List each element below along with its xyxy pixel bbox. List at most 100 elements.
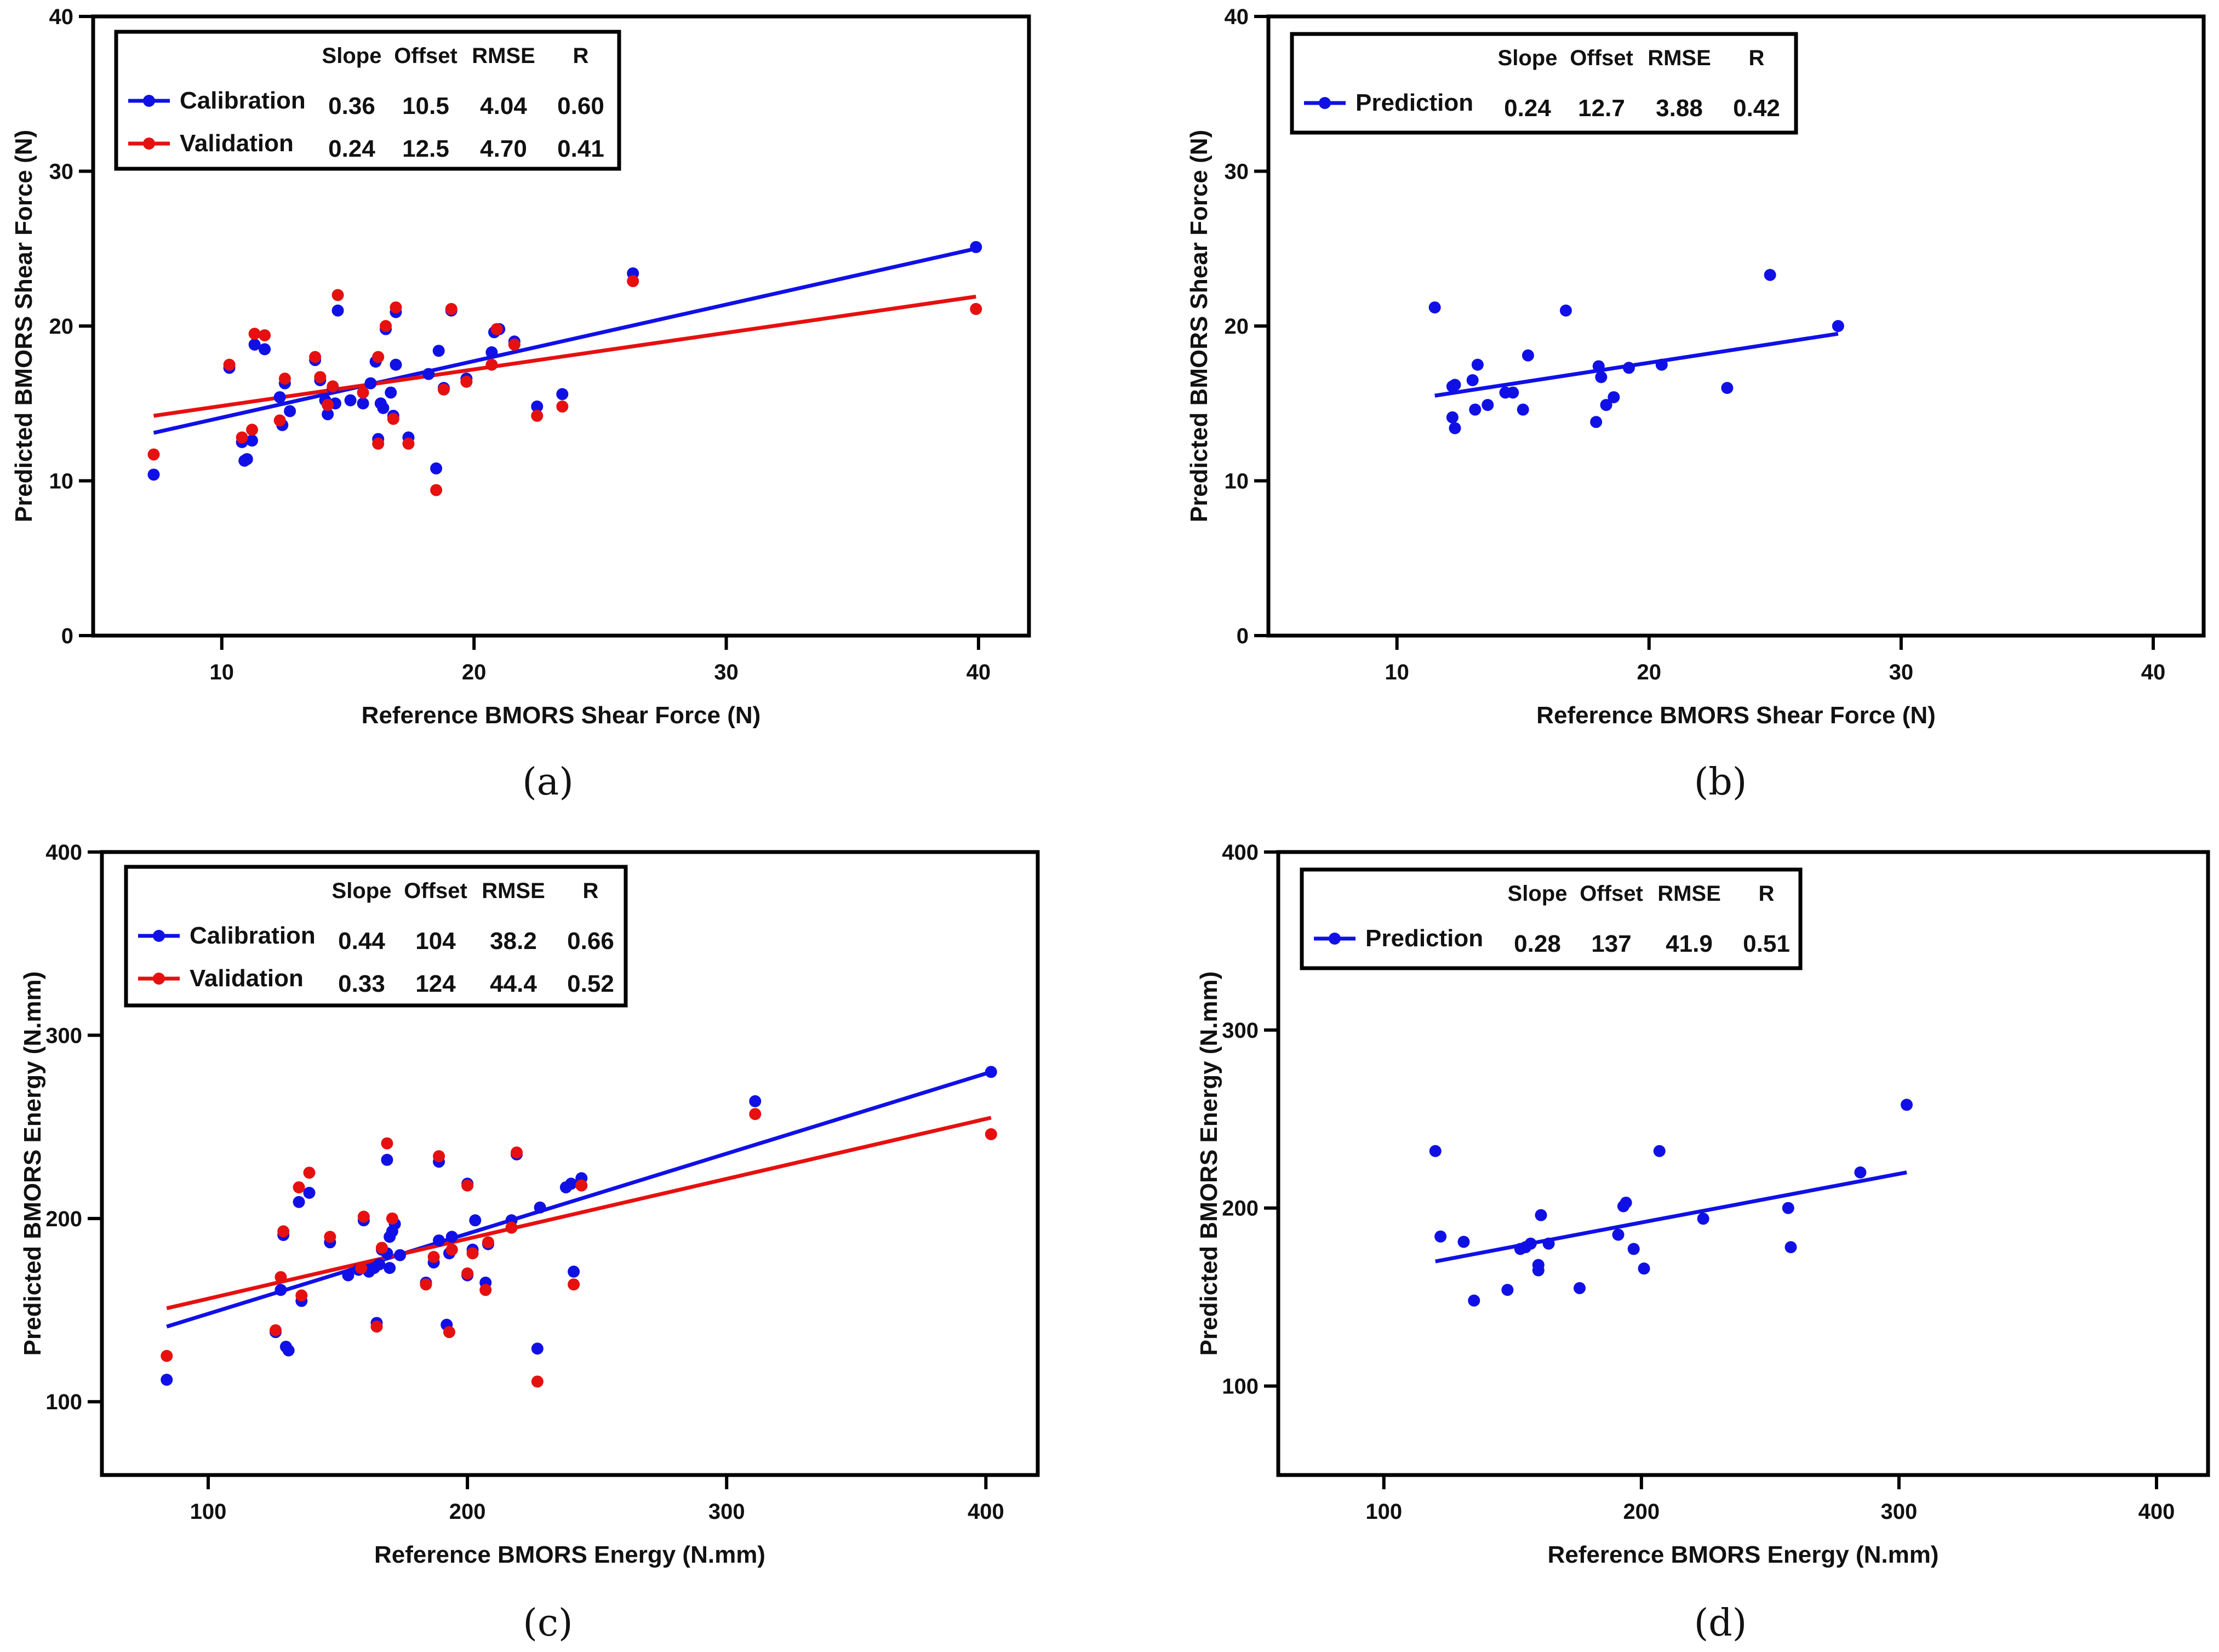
data-point-prediction (1697, 1213, 1709, 1225)
legend-header: Slope (1498, 46, 1558, 70)
legend-header: RMSE (1657, 882, 1721, 906)
data-point-calibration (531, 400, 544, 413)
chart-c: 100 200 300 400 100 200 300 400 Reference BMORS … (19, 841, 1040, 1645)
legend-stat-value: 0.41 (557, 135, 604, 162)
legend-stat-value: 124 (415, 970, 456, 997)
legend-stat-value: 38.2 (490, 928, 537, 954)
legend-marker (143, 95, 155, 107)
y-axis-title: Predicted BMORS Energy (N.mm) (19, 971, 46, 1356)
legend-stat-value: 0.42 (1733, 95, 1780, 122)
legend-header: Slope (1508, 882, 1568, 906)
data-point-calibration (342, 1269, 354, 1282)
legend-marker (1329, 933, 1341, 945)
data-point-calibration (344, 394, 357, 407)
data-point-prediction (1764, 268, 1776, 281)
data-point-prediction (1592, 360, 1605, 373)
data-point-validation (355, 1262, 368, 1274)
data-point-calibration (381, 1153, 393, 1166)
data-point-prediction (1608, 391, 1620, 403)
data-point-prediction (1901, 1099, 1913, 1111)
legend-header: RMSE (472, 44, 535, 68)
data-point-validation (327, 380, 339, 393)
data-point-calibration (556, 388, 569, 401)
data-point-validation (322, 399, 334, 411)
legend-stat-value: 10.5 (402, 93, 449, 119)
data-point-validation (293, 1181, 305, 1193)
y-tick-label: 300 (1222, 1019, 1259, 1043)
y-tick-label: 100 (1222, 1375, 1259, 1399)
series-calibration (166, 1070, 992, 1329)
x-tick-label: 10 (1385, 660, 1409, 684)
data-point-prediction (1524, 1237, 1537, 1250)
data-point-validation (460, 375, 473, 388)
data-point-calibration (322, 408, 334, 421)
data-point-prediction (1559, 304, 1572, 317)
data-point-prediction (1428, 301, 1441, 314)
data-point-prediction (1590, 416, 1603, 428)
legend-marker (143, 138, 155, 150)
legend-header: RMSE (482, 879, 545, 903)
fit-line-calibration (166, 1070, 992, 1329)
legend-stat-value: 12.7 (1578, 95, 1625, 122)
data-point-validation (246, 424, 259, 436)
legend-header: RMSE (1648, 46, 1711, 70)
legend-series-name: Validation (190, 965, 304, 992)
data-point-prediction (1655, 358, 1668, 371)
data-point-prediction (1449, 422, 1461, 435)
panel-label: (b) (1694, 761, 1747, 804)
data-point-prediction (1573, 1282, 1586, 1294)
legend-header: R (1759, 882, 1775, 906)
legend-box (114, 30, 621, 171)
legend: Slope Offset RMSE R Calibration 0.36 10.5 4.04 0… (114, 30, 621, 171)
series-prediction (1435, 1170, 1907, 1264)
data-point-validation (445, 1243, 458, 1256)
x-tick-label: 10 (210, 660, 235, 684)
data-point-prediction (1600, 399, 1612, 411)
y-axis-title: Predicted BMORS Shear Force (N) (10, 130, 37, 522)
data-point-calibration (241, 453, 253, 465)
data-point-validation (295, 1289, 308, 1302)
data-point-prediction (1785, 1241, 1797, 1254)
series-validation (166, 1116, 992, 1311)
data-point-prediction (1832, 320, 1844, 332)
data-point-validation (269, 1324, 282, 1336)
plot-frame (100, 850, 1040, 1477)
data-point-validation (531, 409, 544, 422)
data-point-validation (357, 1210, 370, 1223)
data-point-validation (461, 1267, 474, 1280)
legend-box (1290, 32, 1798, 135)
data-point-validation (627, 275, 639, 288)
y-tick-label: 400 (1222, 841, 1259, 865)
data-point-prediction (1721, 382, 1734, 394)
data-point-calibration (432, 345, 445, 357)
data-point-validation (749, 1108, 762, 1121)
data-point-validation (443, 1326, 455, 1339)
data-point-prediction (1446, 411, 1459, 424)
legend-header: Offset (1570, 46, 1633, 70)
data-point-prediction (1522, 349, 1534, 362)
data-point-calibration (284, 405, 296, 418)
data-point-validation (259, 329, 271, 341)
y-tick-label: 200 (45, 1207, 82, 1231)
legend-stat-value: 0.51 (1743, 930, 1790, 957)
legend-stat-value: 0.24 (328, 135, 375, 162)
data-point-validation (390, 301, 402, 314)
x-tick-label: 30 (714, 660, 739, 684)
data-point-validation (433, 1150, 445, 1163)
data-point-calibration (534, 1201, 546, 1214)
data-point-prediction (1471, 358, 1484, 371)
data-point-validation (248, 328, 261, 340)
legend-header: Offset (1580, 882, 1643, 906)
data-point-validation (324, 1231, 336, 1243)
data-point-validation (511, 1146, 523, 1159)
data-point-calibration (565, 1177, 577, 1190)
legend-series-name: Calibration (180, 87, 306, 114)
y-axis-title: Predicted BMORS Energy (N.mm) (1196, 971, 1222, 1356)
legend-marker (1319, 97, 1331, 109)
x-tick-label: 40 (966, 660, 991, 684)
x-axis-title: Reference BMORS Energy (N.mm) (374, 1541, 765, 1568)
legend-header: Slope (322, 44, 382, 68)
y-tick-label: 0 (61, 624, 73, 648)
legend-stat-value: 0.44 (338, 928, 385, 954)
data-point-calibration (390, 358, 402, 371)
